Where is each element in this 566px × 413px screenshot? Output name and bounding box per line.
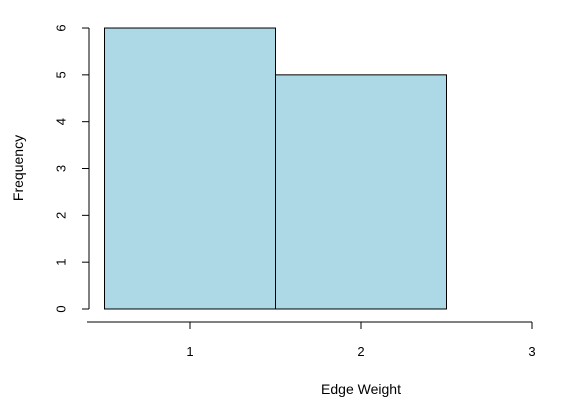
x-axis-label: Edge Weight	[321, 381, 401, 397]
y-axis: 0 1 2 3 4 5 6	[53, 24, 90, 313]
histogram-bar-1	[104, 27, 276, 310]
y-tick-label: 6	[53, 24, 68, 31]
y-tick-label: 3	[53, 165, 68, 172]
y-tick-label: 0	[53, 305, 68, 312]
histogram-bar-2	[275, 74, 447, 310]
x-axis: 1 2 3	[87, 321, 536, 359]
x-tick-label: 1	[186, 344, 193, 359]
x-tick-label: 3	[528, 344, 535, 359]
x-tick-label: 2	[357, 344, 364, 359]
y-tick-label: 1	[53, 259, 68, 266]
bars-group	[104, 27, 447, 310]
y-axis-label: Frequency	[10, 135, 26, 201]
y-tick-label: 4	[53, 118, 68, 125]
y-tick-label: 2	[53, 212, 68, 219]
y-tick-label: 5	[53, 71, 68, 78]
